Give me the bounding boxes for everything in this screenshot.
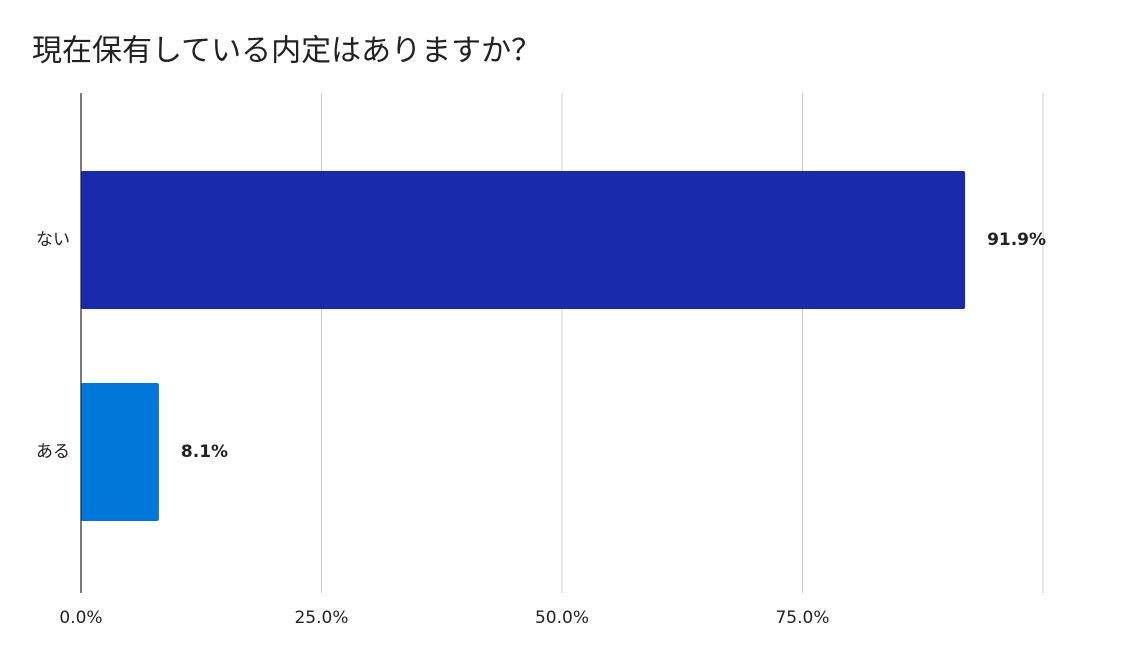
bar: [81, 383, 159, 521]
y-tick-label: ある: [36, 442, 70, 462]
x-tick-label: 0.0%: [59, 608, 102, 628]
x-tick-label: 50.0%: [535, 608, 589, 628]
bar: [81, 171, 966, 309]
value-label: 91.9%: [987, 230, 1046, 250]
chart-title: 現在保有している内定はありますか？: [32, 34, 541, 69]
x-tick-label: 75.0%: [775, 608, 829, 628]
value-label: 8.1%: [181, 442, 228, 462]
x-tick-label: 25.0%: [294, 608, 348, 628]
y-tick-label: ない: [36, 230, 70, 250]
